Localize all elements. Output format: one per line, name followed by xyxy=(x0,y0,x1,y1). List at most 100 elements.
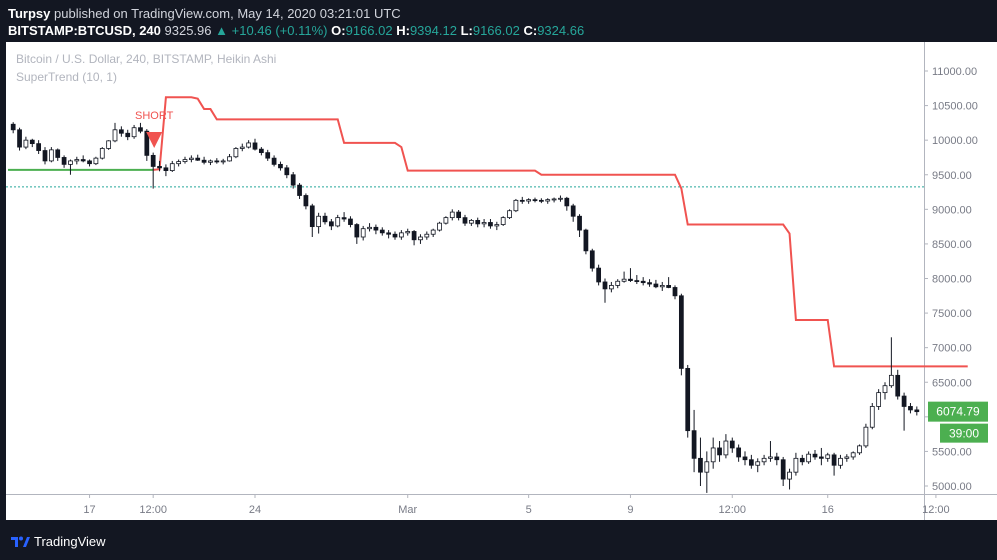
last-price-label: 6074.79 xyxy=(936,405,980,419)
candle-body xyxy=(914,409,920,413)
candle-body xyxy=(685,368,691,432)
candle-body xyxy=(125,132,131,138)
author-name[interactable]: Turpsy xyxy=(8,6,51,21)
x-tick-label: 12:00 xyxy=(139,504,167,516)
candle-body xyxy=(23,139,29,148)
symbol: BITSTAMP:BTCUSD, 240 xyxy=(8,23,161,38)
candle-body xyxy=(481,222,487,225)
candle-body xyxy=(507,210,512,219)
candle-body xyxy=(570,205,576,217)
candle-body xyxy=(532,199,538,202)
supertrend-down-line xyxy=(153,96,968,368)
y-tick-label: 7000.00 xyxy=(932,343,972,355)
candle-body xyxy=(405,231,411,234)
close-value: 9324.66 xyxy=(537,23,585,38)
indicator-label[interactable]: SuperTrend (10, 1) xyxy=(16,70,117,84)
candle-body xyxy=(742,456,748,461)
open-label: O: xyxy=(331,23,346,38)
candle-body xyxy=(163,167,169,171)
candle-body xyxy=(672,287,678,297)
low-value: 9166.02 xyxy=(472,23,520,38)
candle-body xyxy=(589,250,595,269)
candle-body xyxy=(602,281,608,290)
candle-body xyxy=(386,232,392,235)
chart-plot-area[interactable] xyxy=(6,42,924,494)
candle-body xyxy=(93,157,99,165)
candle-body xyxy=(61,157,67,165)
candle-body xyxy=(68,160,73,165)
candle-body xyxy=(309,205,315,228)
candle-body xyxy=(42,150,48,162)
candle-body xyxy=(201,159,207,163)
candle-body xyxy=(818,456,824,459)
candle-body xyxy=(55,149,61,158)
candle-body xyxy=(774,456,780,461)
candle-body xyxy=(825,454,831,459)
open-value: 9166.02 xyxy=(345,23,393,38)
y-tick-label: 8500.00 xyxy=(932,239,972,251)
candle-body xyxy=(876,392,882,407)
candle-body xyxy=(176,161,182,165)
candle-body xyxy=(468,219,474,224)
candle-body xyxy=(138,127,143,132)
candle-body xyxy=(367,226,372,230)
candle-body xyxy=(144,130,150,156)
candle-body xyxy=(220,160,226,163)
candle-body xyxy=(640,280,646,284)
candle-body xyxy=(29,139,35,145)
candle-body xyxy=(322,215,328,223)
tradingview-logo-icon[interactable] xyxy=(10,534,30,548)
high-label: H: xyxy=(396,23,410,38)
candle-body xyxy=(214,160,220,163)
brand-name[interactable]: TradingView xyxy=(34,534,106,549)
candle-body xyxy=(118,129,124,134)
candle-body xyxy=(691,430,697,459)
candle-body xyxy=(10,123,16,131)
candle-body xyxy=(647,282,652,285)
candle-body xyxy=(182,159,188,163)
last-price: 9325.96 xyxy=(164,23,212,38)
candle-body xyxy=(348,218,353,225)
candle-body xyxy=(768,456,773,459)
candle-body xyxy=(882,385,888,394)
y-tick-label: 9500.00 xyxy=(932,170,972,182)
candle-body xyxy=(526,199,532,202)
candle-body xyxy=(494,224,500,227)
y-tick-label: 10000.00 xyxy=(932,135,978,147)
candle-body xyxy=(233,148,239,158)
candle-body xyxy=(150,154,156,167)
candle-body xyxy=(392,233,398,238)
candle-body xyxy=(462,217,468,224)
candle-body xyxy=(583,229,589,252)
y-tick-label: 5000.00 xyxy=(932,481,972,493)
candle-body xyxy=(354,224,360,238)
candle-body xyxy=(577,215,582,231)
candle-body xyxy=(316,215,322,228)
last-price-badge xyxy=(928,401,988,422)
candle-body xyxy=(729,440,735,449)
candle-body xyxy=(227,156,232,162)
candle-body xyxy=(36,143,42,151)
candle-body xyxy=(736,447,742,458)
candle-body xyxy=(717,447,722,456)
candle-body xyxy=(418,236,423,241)
x-tick-label: 12:00 xyxy=(922,504,950,516)
candle-body xyxy=(564,197,570,207)
candle-body xyxy=(653,283,659,288)
publish-info: Turpsy published on TradingView.com, May… xyxy=(8,6,401,21)
candle-body xyxy=(456,211,462,219)
candle-body xyxy=(787,471,792,480)
candle-body xyxy=(678,295,684,369)
candle-body xyxy=(748,459,754,466)
candle-body xyxy=(195,157,201,161)
x-tick-label: 24 xyxy=(249,504,261,516)
candle-body xyxy=(169,163,175,172)
candle-body xyxy=(157,166,162,169)
close-label: C: xyxy=(523,23,538,38)
time-axis[interactable] xyxy=(6,494,924,520)
candle-body xyxy=(208,160,213,163)
candle-body xyxy=(666,285,672,288)
candle-body xyxy=(558,197,563,200)
candle-body xyxy=(258,148,264,154)
chart-title: Bitcoin / U.S. Dollar, 240, BITSTAMP, He… xyxy=(16,52,277,66)
